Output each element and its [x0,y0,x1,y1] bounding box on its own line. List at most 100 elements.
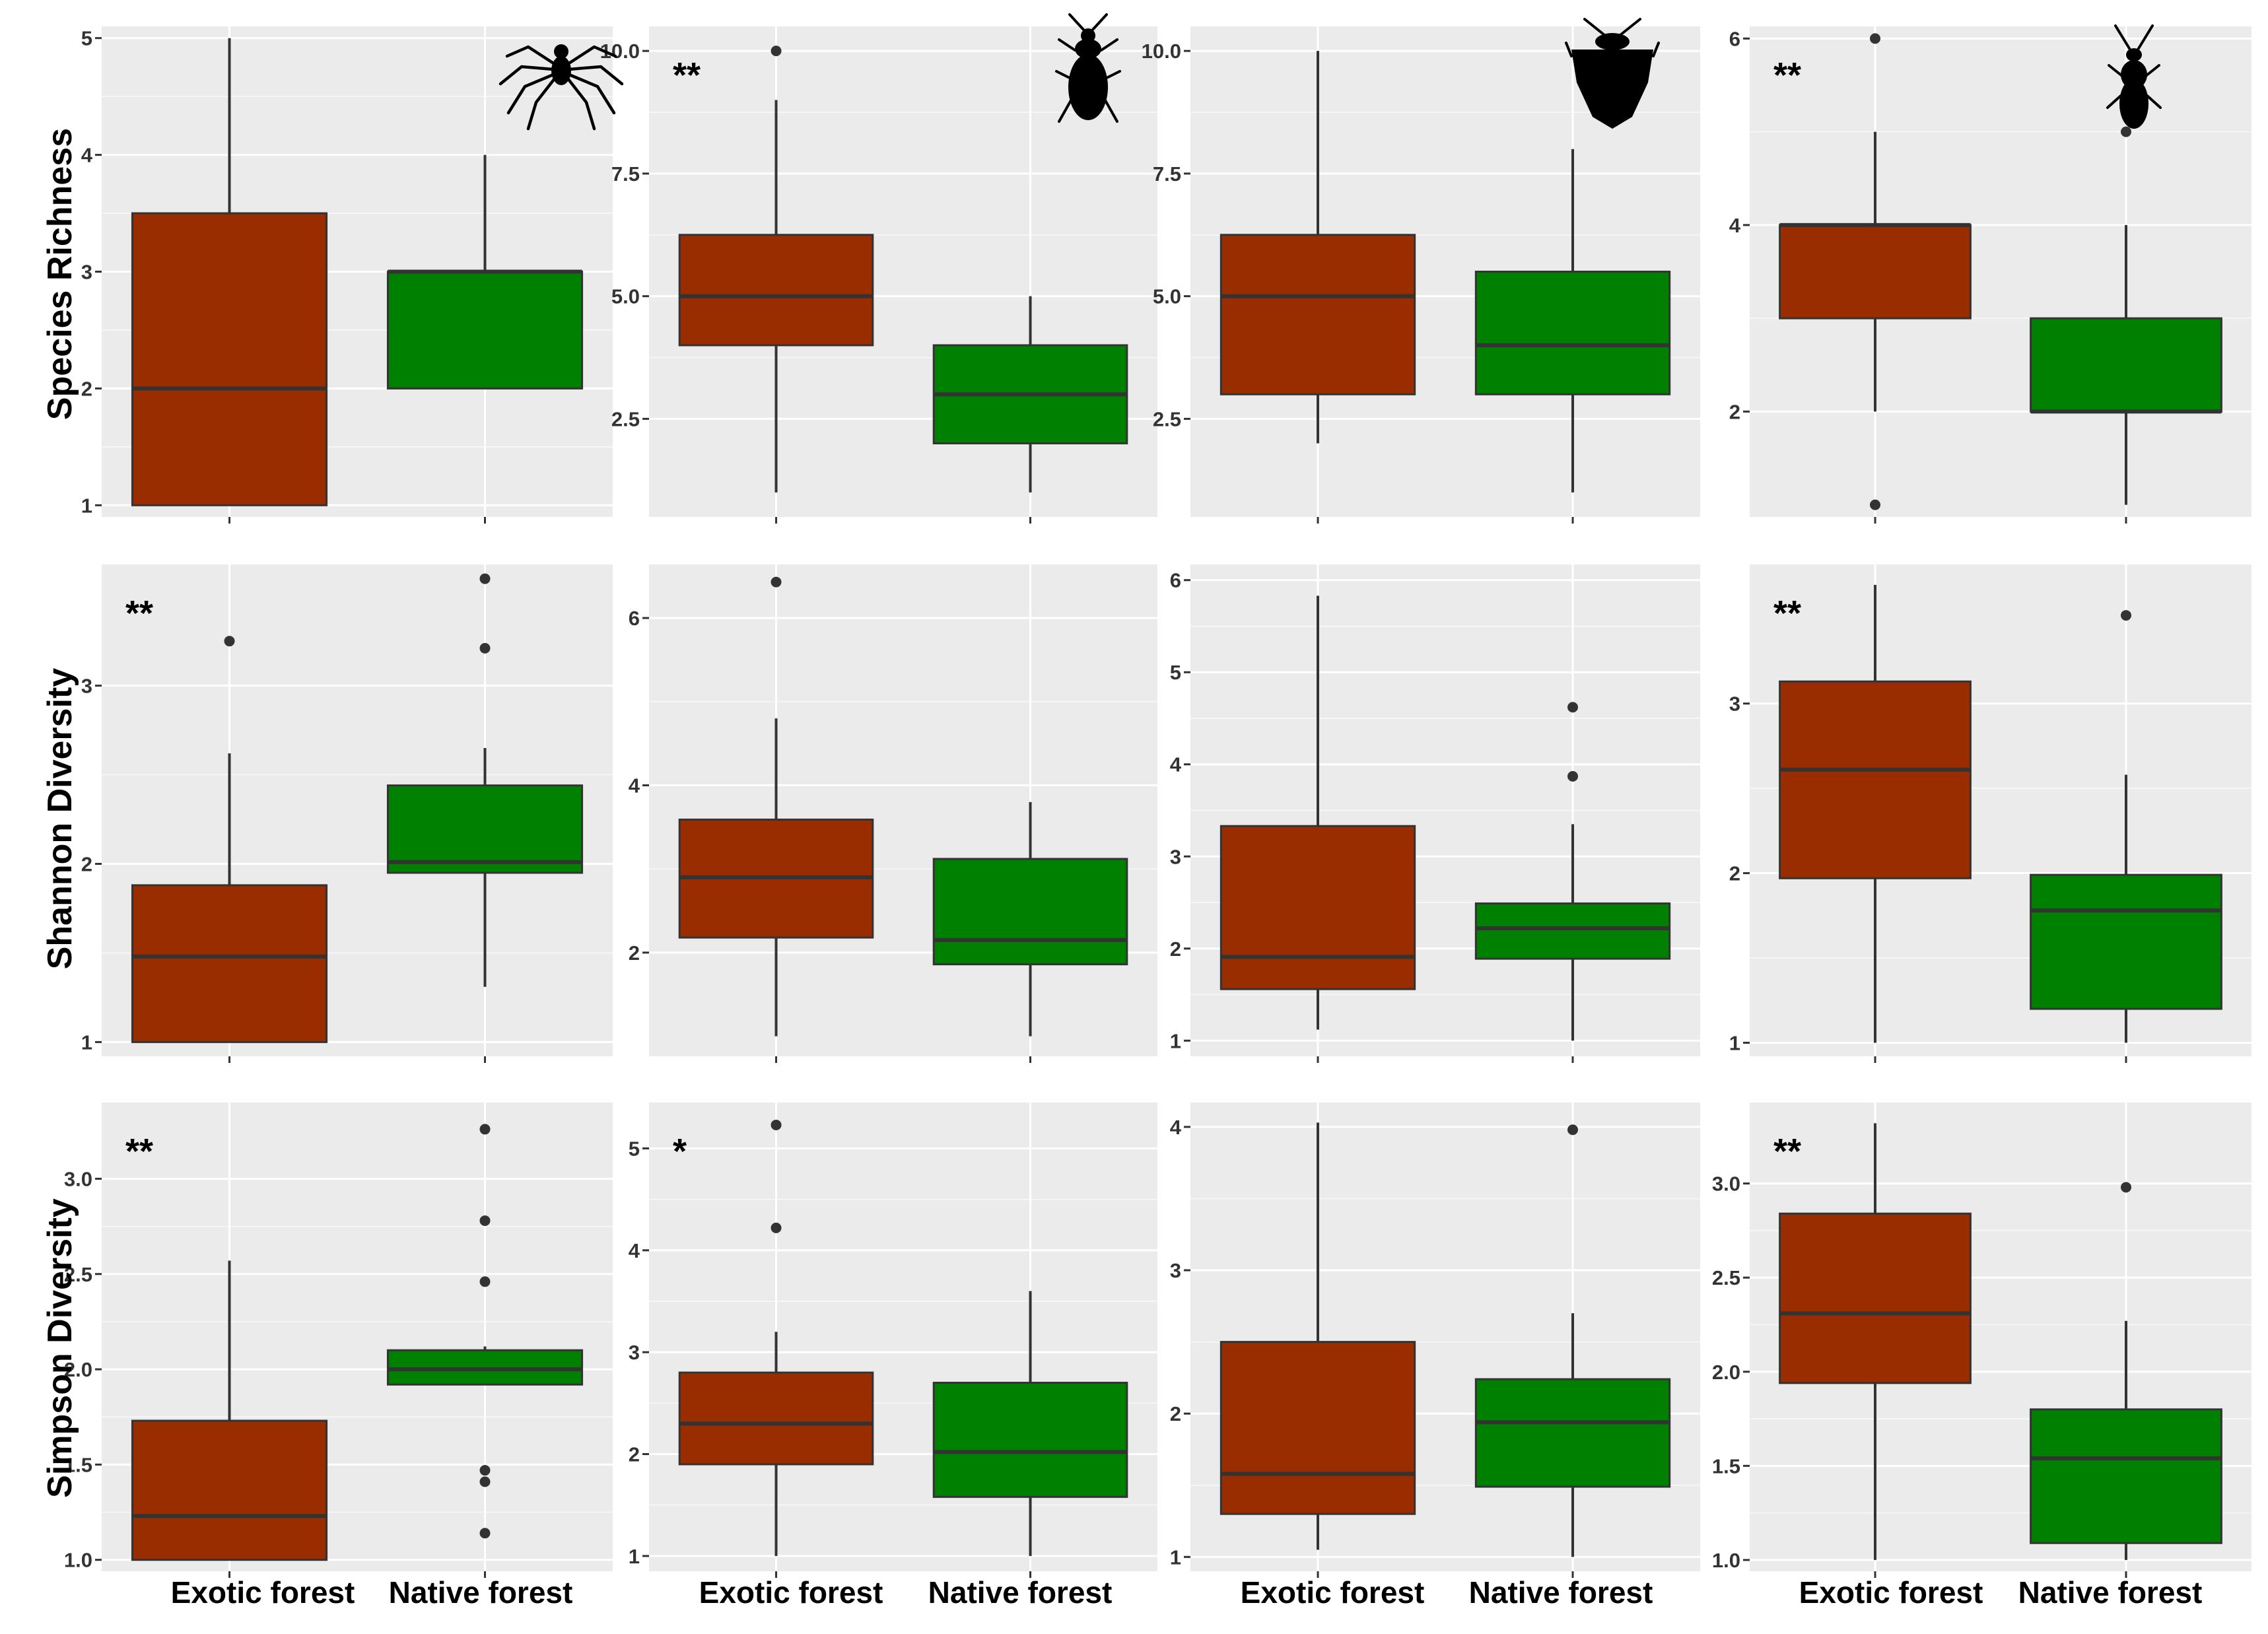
y-tick-label: 2 [81,377,92,400]
x-label-exotic-col2: Exotic forest [699,1575,883,1610]
outlier-point-native-forest [2121,610,2131,621]
significance-marker-shannon-diversity-col4: ** [1773,594,1801,633]
box-native-forest [2030,317,2222,413]
y-tick-label: 4 [629,1239,640,1262]
box-exotic-forest [131,212,328,506]
y-tick-label: 5 [81,27,92,50]
panel-shannon-diversity-col1: 1 2 3 ** [81,564,613,1063]
y-tick-label: 4 [81,144,93,167]
y-tick-label: 10.0 [1142,40,1181,63]
rove-beetle-icon [2106,24,2162,129]
box-native-forest [1474,1378,1671,1488]
y-tick-label: 1 [1170,1029,1181,1052]
box-exotic-forest [1220,234,1416,395]
x-label-native-col1: Native forest [389,1575,573,1610]
y-tick-label: 2 [81,852,92,875]
box-exotic-forest [678,234,874,347]
x-label-native-col4: Native forest [2018,1575,2203,1610]
row-label-simpson-diversity: Simpson Diversity [41,1198,79,1498]
outlier-point-exotic-forest [771,576,782,588]
y-tick-label: 4 [1729,214,1741,237]
box-exotic-forest [1220,1341,1416,1515]
y-tick-label: 6 [1170,569,1181,592]
panel-species-richness-col1: 1 2 3 4 5 [81,26,613,524]
outlier-point-native-forest [479,1276,491,1287]
outlier-point-exotic-forest [1870,499,1880,510]
panel-species-richness-col2: 2.55.07.510.0** [600,26,1157,524]
y-tick-label: 6 [1729,27,1740,50]
outlier-point-exotic-forest [224,636,235,647]
y-tick-label: 3 [629,1341,640,1364]
outlier-point-exotic-forest [771,1119,782,1130]
box-exotic-forest [1220,825,1416,990]
box-native-forest [386,784,584,874]
y-tick-label: 3 [81,261,92,284]
y-tick-label: 3.0 [1712,1173,1740,1196]
y-tick-label: 2 [629,941,640,965]
outlier-point-native-forest [1567,702,1578,713]
y-tick-label: 5.0 [611,285,640,308]
box-native-forest [1474,902,1671,960]
panel-bg-simpson-diversity-col2 [649,1103,1157,1571]
box-native-forest [2030,873,2222,1010]
outlier-point-exotic-forest [771,46,782,57]
box-exotic-forest [1779,1212,1972,1384]
y-tick-label: 1 [81,494,92,517]
y-tick-label: 3 [1729,693,1740,716]
y-tick-label: 5 [629,1137,640,1160]
box-native-forest [386,271,584,390]
y-tick-label: 3 [1170,1259,1181,1282]
y-tick-label: 2 [629,1443,640,1466]
ground-beetle-icon [1055,13,1121,123]
x-label-native-col2: Native forest [928,1575,1113,1610]
panels-layer: 123452.55.07.510.0**2.55.07.510.0246**12… [64,26,2251,1578]
y-tick-label: 2 [1170,937,1181,961]
y-tick-label: 2.5 [611,407,640,430]
outlier-point-native-forest [479,642,491,654]
box-native-forest [2030,1408,2222,1544]
panel-simpson-diversity-col1: 1.0 1.5 2.0 2.5 3.0 ** [64,1103,613,1578]
significance-marker-species-richness-col2: ** [673,55,701,95]
y-tick-label: 2.0 [64,1358,92,1381]
panel-simpson-diversity-col4: 1.0 1.5 2.0 2.5 3.0 ** [1712,1103,2251,1578]
y-tick-label: 7.5 [1153,162,1181,186]
outlier-point-native-forest [479,1465,491,1476]
y-tick-label: 1.0 [64,1549,92,1572]
y-tick-label: 5.0 [1153,285,1181,308]
significance-marker-simpson-diversity-col4: ** [1773,1132,1801,1171]
panel-shannon-diversity-col2: 2 4 6 [629,564,1157,1063]
y-tick-label: 2.5 [1712,1266,1740,1289]
y-tick-label: 1.0 [1712,1549,1740,1572]
box-exotic-forest [131,884,328,1043]
labels-layer: Species Richness Shannon Diversity Simps… [41,128,2202,1610]
y-tick-label: 4 [1170,1116,1182,1139]
panel-shannon-diversity-col3: 1 2 3 4 5 6 [1170,564,1700,1063]
x-label-exotic-col3: Exotic forest [1241,1575,1425,1610]
y-tick-label: 7.5 [611,162,640,186]
shield-bug-icon [1565,18,1660,129]
y-tick-label: 2 [1729,400,1740,423]
box-exotic-forest [131,1419,328,1561]
box-exotic-forest [1779,224,1972,320]
x-label-exotic-col1: Exotic forest [171,1575,355,1610]
outlier-point-native-forest [479,1215,491,1226]
significance-marker-simpson-diversity-col2: * [673,1132,687,1171]
significance-marker-simpson-diversity-col1: ** [125,1132,153,1171]
x-label-native-col3: Native forest [1469,1575,1653,1610]
panel-species-richness-col3: 2.5 5.0 7.5 10.0 [1142,26,1700,524]
y-tick-label: 3.0 [64,1167,92,1190]
y-tick-label: 1.5 [64,1453,92,1476]
outlier-point-native-forest [1567,770,1578,782]
y-tick-label: 3 [1170,845,1181,868]
y-tick-label: 2.5 [1153,407,1181,430]
y-tick-label: 1 [1729,1031,1740,1054]
outlier-point-native-forest [479,1124,491,1135]
outlier-point-native-forest [479,1528,491,1539]
outlier-point-native-forest [1567,1124,1578,1136]
row-label-species-richness: Species Richness [41,128,79,420]
box-native-forest [1474,271,1671,395]
y-tick-label: 2 [1170,1402,1181,1425]
outlier-point-exotic-forest [771,1222,782,1233]
outlier-point-exotic-forest [1870,33,1880,44]
